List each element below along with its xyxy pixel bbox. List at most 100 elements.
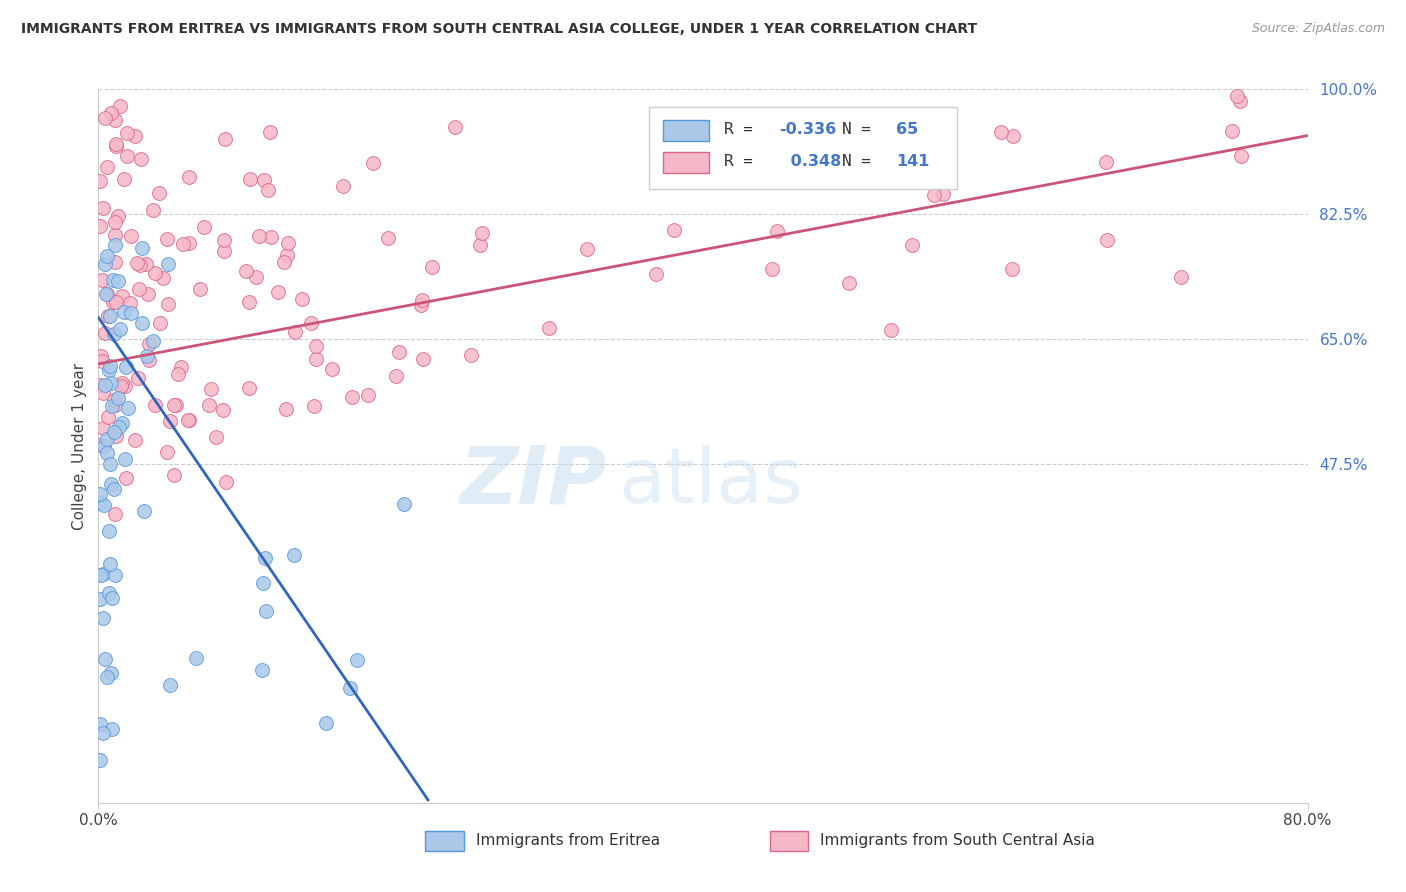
Point — [901, 134, 924, 148]
Point — [131, 241, 153, 255]
Point — [170, 359, 193, 374]
Point — [103, 568, 125, 582]
Point — [152, 271, 174, 285]
Point — [214, 132, 236, 146]
Point — [177, 413, 200, 427]
Point — [1220, 124, 1243, 138]
Point — [339, 681, 361, 696]
Point — [163, 398, 186, 412]
Text: 141: 141 — [897, 154, 929, 169]
Point — [114, 378, 136, 392]
Point — [89, 377, 111, 392]
Point — [143, 265, 166, 279]
Point — [172, 237, 194, 252]
Point — [105, 295, 128, 310]
Point — [104, 228, 127, 243]
Point — [148, 186, 170, 201]
Text: N =: N = — [842, 122, 880, 137]
Point — [96, 446, 118, 460]
Text: R =: R = — [724, 122, 762, 137]
Point — [198, 398, 221, 412]
Point — [93, 257, 115, 271]
Point — [101, 399, 124, 413]
Point — [93, 439, 115, 453]
Point — [91, 421, 114, 435]
Point — [411, 298, 433, 312]
Point — [443, 120, 465, 135]
Point — [1001, 261, 1024, 276]
Point — [291, 292, 314, 306]
Point — [276, 248, 298, 262]
Point — [107, 275, 129, 289]
Point — [120, 228, 142, 243]
Point — [149, 316, 172, 330]
FancyBboxPatch shape — [648, 107, 957, 189]
Point — [103, 482, 125, 496]
Point — [283, 548, 305, 562]
Point — [277, 236, 299, 251]
Text: 65: 65 — [897, 122, 918, 137]
Point — [105, 137, 128, 152]
Point — [96, 160, 118, 174]
Point — [880, 323, 903, 337]
Point — [215, 475, 238, 490]
Point — [538, 320, 561, 334]
Point — [1229, 95, 1251, 109]
Text: R =: R = — [724, 154, 762, 169]
Point — [127, 256, 149, 270]
Text: IMMIGRANTS FROM ERITREA VS IMMIGRANTS FROM SOUTH CENTRAL ASIA COLLEGE, UNDER 1 Y: IMMIGRANTS FROM ERITREA VS IMMIGRANTS FR… — [21, 22, 977, 37]
Point — [103, 393, 125, 408]
Point — [104, 238, 127, 252]
Point — [1002, 128, 1025, 143]
Point — [101, 722, 124, 736]
Point — [115, 471, 138, 485]
Point — [103, 507, 125, 521]
Point — [460, 348, 482, 362]
Point — [411, 293, 433, 308]
Point — [179, 236, 201, 251]
Point — [96, 286, 118, 301]
Point — [107, 391, 129, 405]
Point — [98, 359, 121, 374]
Point — [245, 269, 267, 284]
Point — [412, 352, 434, 367]
Point — [766, 224, 789, 238]
Text: N =: N = — [842, 154, 880, 169]
Point — [205, 430, 228, 444]
Point — [129, 258, 152, 272]
Point — [142, 202, 165, 217]
Point — [238, 381, 260, 395]
Point — [388, 345, 411, 359]
Point — [94, 112, 117, 126]
Point — [254, 551, 277, 566]
Point — [91, 611, 114, 625]
Text: Immigrants from Eritrea: Immigrants from Eritrea — [475, 833, 659, 848]
Point — [305, 351, 328, 366]
Point — [193, 220, 215, 235]
Point — [131, 316, 153, 330]
Point — [142, 334, 165, 348]
Point — [645, 267, 668, 281]
Text: ZIP: ZIP — [458, 442, 606, 521]
Point — [159, 678, 181, 692]
Text: atlas: atlas — [619, 445, 803, 518]
Point — [105, 429, 128, 443]
Point — [89, 717, 111, 731]
Point — [90, 568, 112, 582]
Point — [98, 457, 121, 471]
Point — [1170, 270, 1192, 285]
Bar — [664, 120, 709, 141]
Point — [100, 376, 122, 390]
Point — [136, 287, 159, 301]
Point — [838, 276, 860, 290]
Point — [103, 295, 125, 310]
Point — [267, 285, 290, 299]
Point — [115, 126, 138, 140]
Point — [188, 282, 211, 296]
Point — [990, 125, 1012, 139]
Point — [103, 327, 125, 342]
Point — [761, 262, 783, 277]
Point — [177, 413, 200, 427]
Point — [315, 715, 337, 730]
Point — [138, 336, 160, 351]
